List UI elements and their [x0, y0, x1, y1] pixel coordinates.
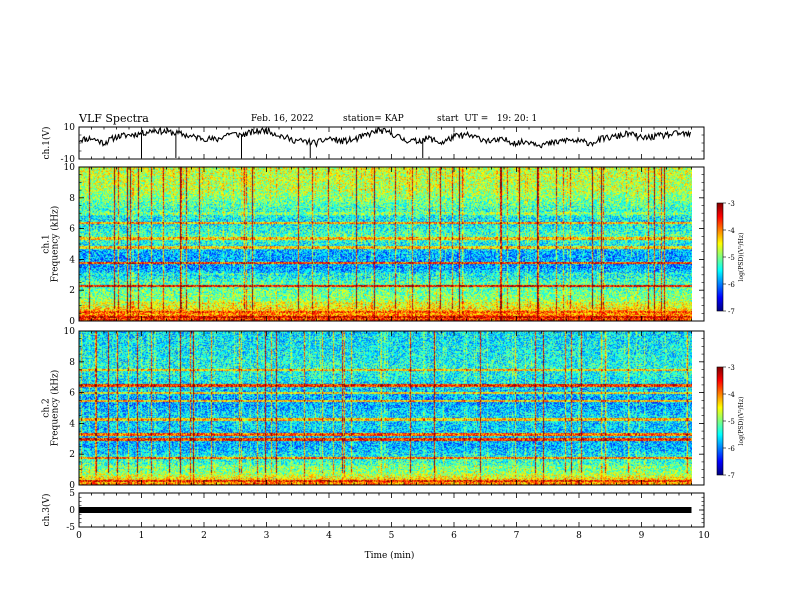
colorbar-ch2-tick-label: -4 [728, 391, 735, 399]
ch2-freq-label: 10 [64, 327, 76, 337]
ch2-freq-label: 0 [69, 481, 75, 491]
colorbar-ch2 [716, 366, 724, 476]
ch1-freq-label: 4 [69, 255, 75, 265]
colorbar-ch2-tick-label: -7 [728, 472, 735, 480]
ch2-freq-label: 8 [69, 358, 75, 368]
ch1-freq-label: 0 [69, 317, 75, 327]
ch1-freq-label: 6 [69, 225, 75, 235]
ch2-freq-ylabel: ch.2 [42, 398, 52, 417]
station-label: station= KAP [343, 114, 404, 124]
x-tick-label: 4 [326, 531, 332, 541]
ch1-freq-label: 10 [64, 163, 76, 173]
ch1-freq-ylabel-line2: Frequency (kHz) [50, 206, 61, 283]
x-tick-label: 0 [76, 531, 82, 541]
colorbar-ch1-tick-label: -3 [728, 200, 735, 208]
ch3-waveform-band [79, 507, 692, 513]
spectrogram-image-ch1 [79, 167, 692, 321]
x-tick-label: 7 [514, 531, 520, 541]
colorbar-ch1-tick-label: -6 [728, 281, 735, 289]
ch1-freq-ylabel: ch.1 [42, 234, 52, 253]
colorbar-ch1-tick-label: -4 [728, 227, 735, 235]
colorbar-ch2-tick-label: -3 [728, 364, 735, 372]
ch1-freq-label: 2 [69, 286, 75, 296]
ch1-waveform-line [78, 126, 692, 149]
x-tick-label: 3 [264, 531, 270, 541]
x-tick-label: 1 [139, 531, 145, 541]
colorbar-ch1-tick-label: -7 [728, 308, 735, 316]
colorbar-ch2-title: log(PSD)(V²/Hz) [738, 397, 745, 446]
ch1-y-label: -10 [61, 155, 76, 165]
ch2-freq-label: 4 [69, 419, 75, 429]
spectrogram-image-ch2 [79, 331, 692, 485]
ch3-y-label: 5 [69, 489, 75, 499]
x-axis-title: Time (min) [365, 550, 415, 561]
colorbar-ch1 [716, 202, 724, 312]
ch1-freq-label: 8 [69, 194, 75, 204]
ch2-freq-label: 6 [69, 389, 75, 399]
ch3-y-label: 0 [69, 506, 75, 516]
x-tick-label: 8 [576, 531, 582, 541]
date-label: Feb. 16, 2022 [251, 114, 314, 124]
x-tick-label: 6 [451, 531, 457, 541]
start-time-label: start UT = 19: 20: 1 [437, 114, 538, 124]
x-tick-label: 9 [639, 531, 645, 541]
ch3-ylabel: ch.3(V) [41, 494, 52, 527]
colorbar-ch2-tick-label: -5 [728, 418, 735, 426]
ch1-y-label: 10 [64, 123, 76, 133]
ch1-ylabel: ch.1(V) [41, 127, 52, 160]
x-tick-label: 10 [698, 531, 710, 541]
x-tick-label: 2 [201, 531, 207, 541]
ch2-freq-label: 2 [69, 450, 75, 460]
figure-title: VLF Spectra [79, 112, 149, 125]
ch2-freq-ylabel-line2: Frequency (kHz) [50, 370, 61, 447]
x-tick-label: 5 [389, 531, 395, 541]
ch3-y-label: -5 [66, 523, 75, 533]
colorbar-ch1-tick-label: -5 [728, 254, 735, 262]
colorbar-ch2-tick-label: -6 [728, 445, 735, 453]
colorbar-ch1-title: log(PSD)(V²/Hz) [738, 233, 745, 282]
